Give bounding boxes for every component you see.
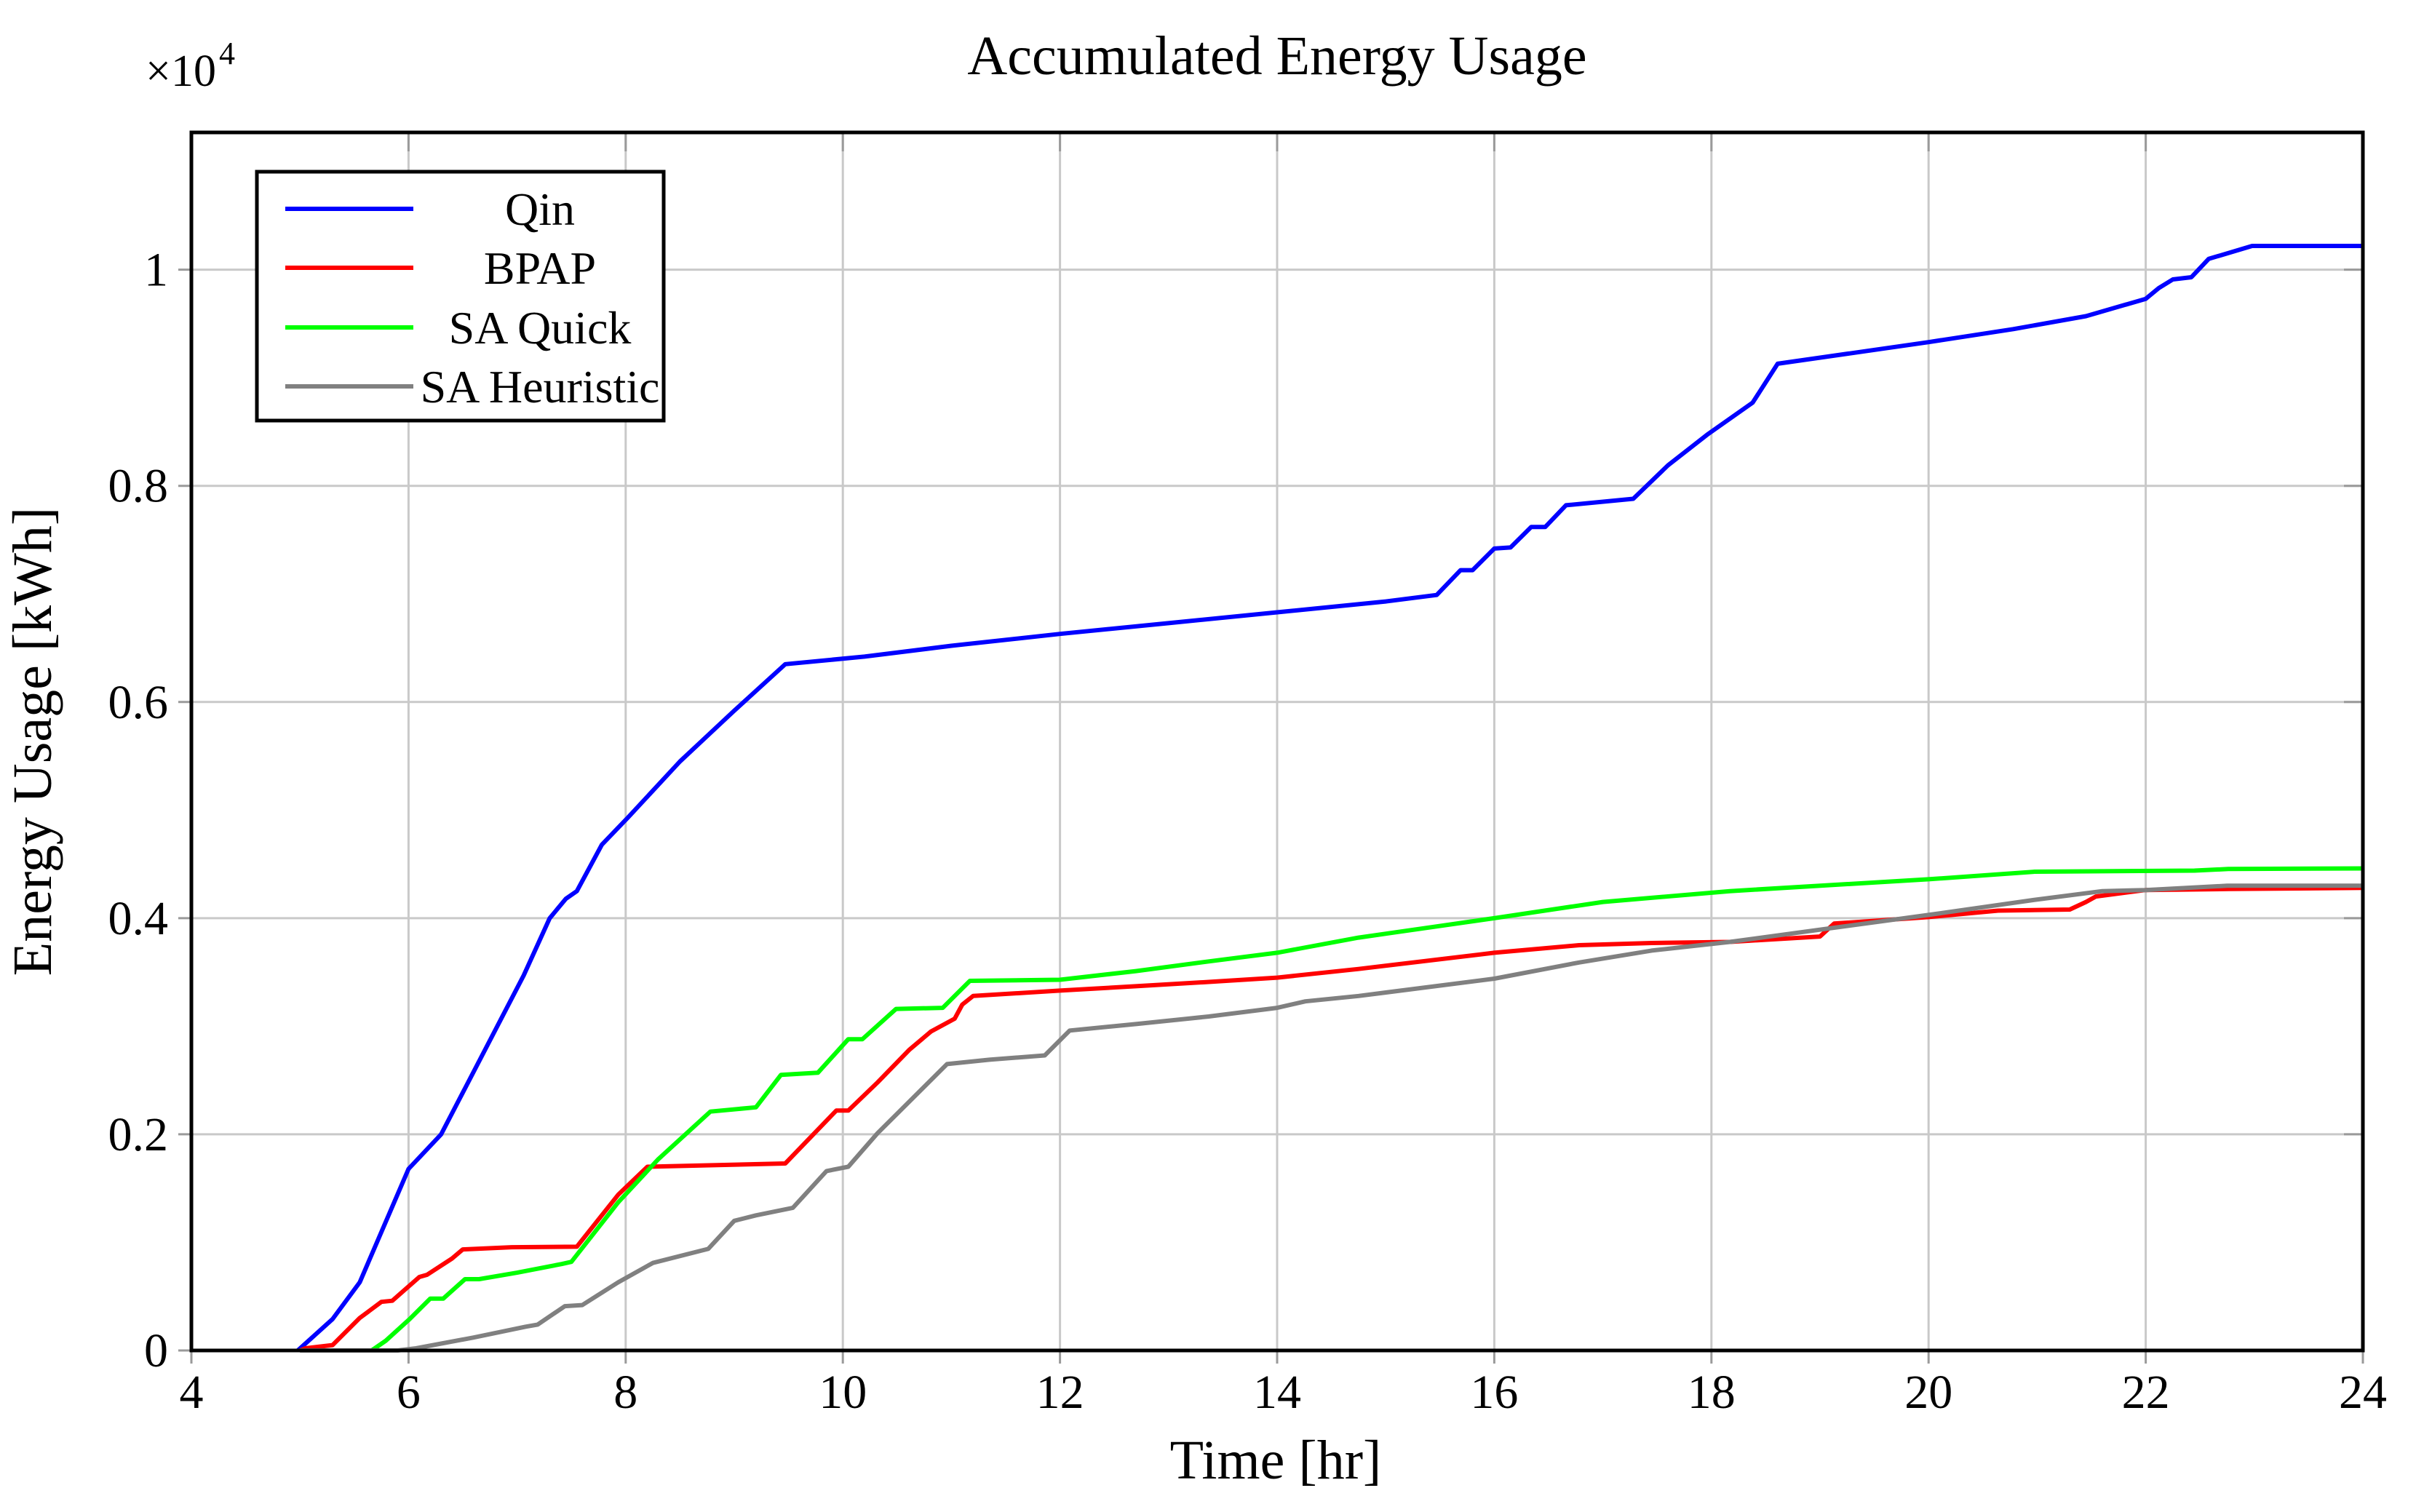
- x-tick-label: 20: [1904, 1366, 1952, 1419]
- y-tick-label: 0.8: [108, 460, 169, 513]
- y-axis-multiplier: ×10 4: [146, 36, 235, 96]
- x-tick-label: 18: [1688, 1366, 1736, 1419]
- x-tick-label: 24: [2339, 1366, 2387, 1419]
- x-tick-label: 8: [613, 1366, 637, 1419]
- y-tick-label: 0.4: [108, 892, 169, 945]
- y-axis-label: Energy Usage [kWh]: [2, 507, 63, 976]
- x-tick-label: 14: [1253, 1366, 1301, 1419]
- x-tick-label: 22: [2122, 1366, 2170, 1419]
- series-sa-heuristic: [300, 883, 2363, 1353]
- y-tick-label: 0: [144, 1324, 168, 1377]
- tick-label-layer: 4 6 8 10 12 14 16 18 20 22 24 0 0.2 0.4 0.6 0.8 1: [108, 244, 2388, 1419]
- legend-box: [255, 170, 666, 423]
- legend-label-bpap: BPAP: [484, 242, 596, 294]
- series-qin: [296, 244, 2363, 1353]
- plot-border: [189, 130, 2365, 1353]
- y-tick-label: 0.2: [108, 1108, 169, 1161]
- y-tick-label: 1: [144, 244, 168, 297]
- x-tick-label: 16: [1470, 1366, 1518, 1419]
- grid-layer: [191, 132, 2363, 1350]
- legend-label-sa-heuristic: SA Heuristic: [421, 361, 660, 413]
- chart-title: Accumulated Energy Usage: [967, 25, 1586, 87]
- x-tick-label: 10: [819, 1366, 867, 1419]
- x-tick-label: 6: [397, 1366, 421, 1419]
- x-axis-label: Time [hr]: [1170, 1430, 1382, 1491]
- series-bpap: [299, 886, 2364, 1353]
- x-tick-label: 4: [180, 1366, 204, 1419]
- y-tick-label: 0.6: [108, 676, 169, 729]
- series-layer: [296, 244, 2364, 1353]
- legend-label-sa-quick: SA Quick: [449, 302, 632, 354]
- legend-rows: Qin BPAP SA Quick SA Heuristic: [285, 183, 659, 413]
- series-sa-quick: [370, 866, 2364, 1353]
- x-tick-label: 12: [1036, 1366, 1084, 1419]
- legend: Qin BPAP SA Quick SA Heuristic: [255, 170, 666, 423]
- tick-layer: [178, 132, 2364, 1364]
- legend-label-qin: Qin: [505, 183, 575, 235]
